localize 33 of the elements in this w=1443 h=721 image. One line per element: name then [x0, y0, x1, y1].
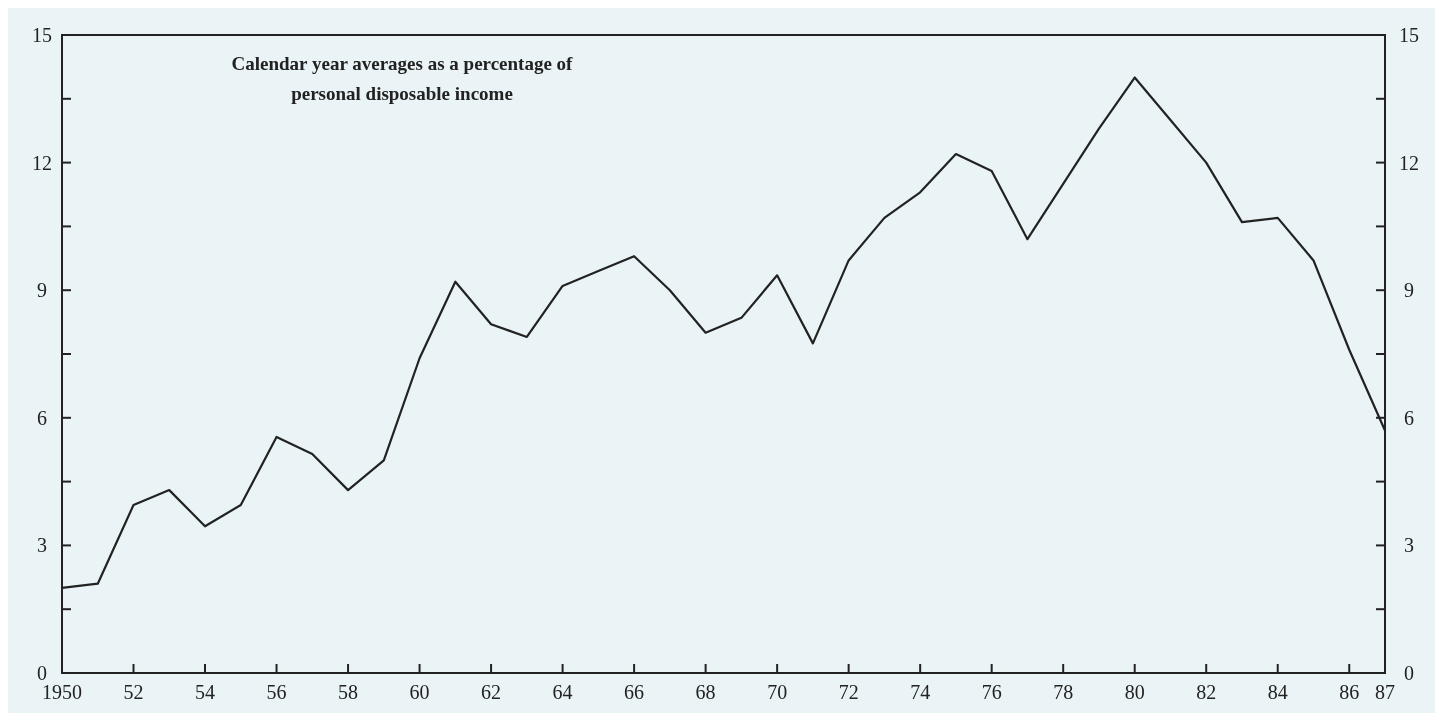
y-tick-label: 9	[37, 279, 47, 302]
y2-tick-label: 6	[1404, 406, 1414, 429]
y2-tick-label: 9	[1404, 279, 1414, 302]
x-tick-label: 72	[838, 681, 859, 703]
x-tick-label: 62	[481, 681, 502, 703]
x-tick-label: 76	[981, 681, 1002, 703]
y2-tick-label: 0	[1404, 662, 1414, 684]
y-tick-label: 12	[32, 151, 52, 174]
y2-tick-label: 15	[1399, 24, 1419, 46]
y-tick-label: 3	[37, 534, 47, 557]
x-tick-label: 66	[624, 681, 645, 703]
text: Calendar year averages as a percentage of personal disposable income	[231, 53, 574, 104]
x-tick-label: 64	[552, 681, 573, 703]
x-tick-label: 60	[409, 681, 430, 703]
x-tick-label: 78	[1053, 681, 1074, 703]
y-tick-label: 15	[32, 24, 52, 46]
x-tick-label: 82	[1196, 681, 1217, 703]
x-tick-label: 84	[1267, 681, 1288, 703]
x-tick-label: 86	[1339, 681, 1360, 703]
x-tick-label: 1950	[42, 681, 82, 703]
x-tick-label: 68	[695, 681, 716, 703]
y2-tick-label: 12	[1399, 151, 1419, 174]
x-tick-label: 56	[266, 681, 287, 703]
y-tick-label: 0	[37, 662, 47, 684]
x-tick-label: 70	[767, 681, 788, 703]
x-tick-label: 52	[123, 681, 144, 703]
y-tick-label: 6	[37, 406, 47, 429]
x-tick-label: 74	[910, 681, 931, 703]
x-tick-label: 80	[1124, 681, 1145, 703]
y2-tick-label: 3	[1404, 534, 1414, 557]
x-tick-label: 54	[195, 681, 216, 703]
x-tick-label: 87	[1375, 681, 1395, 703]
x-tick-label: 58	[338, 681, 359, 703]
